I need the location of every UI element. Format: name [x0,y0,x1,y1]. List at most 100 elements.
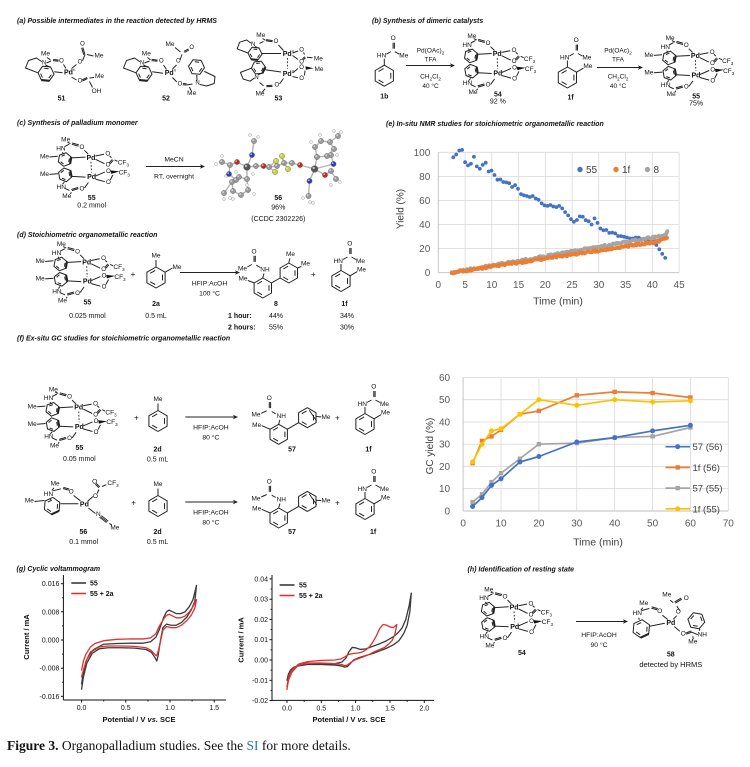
svg-text:O: O [93,493,98,500]
svg-text:Potential / V vs. SCE: Potential / V vs. SCE [103,715,176,724]
svg-text:CF3: CF3 [541,609,553,617]
svg-text:55: 55 [299,583,307,590]
svg-text:0.02: 0.02 [254,617,268,624]
svg-text:56: 56 [274,195,282,202]
svg-text:(e) In-situ NMR studies for st: (e) In-situ NMR studies for stoichiometr… [386,121,604,128]
svg-text:CF3: CF3 [119,169,131,177]
svg-text:O: O [106,162,111,169]
svg-text:O: O [503,635,508,642]
svg-text:20: 20 [533,519,545,530]
svg-text:Current / mA: Current / mA [22,614,31,660]
svg-text:75%: 75% [689,101,703,108]
svg-text:1.5: 1.5 [209,705,219,712]
svg-text:O: O [178,82,183,88]
svg-text:0: 0 [445,507,451,518]
svg-text:Me: Me [380,486,389,493]
svg-text:Me: Me [357,267,366,274]
svg-text:HN: HN [661,44,671,51]
svg-text:Me: Me [381,495,390,502]
svg-text:25: 25 [567,280,579,291]
svg-text:(CCDC 2302226): (CCDC 2302226) [251,216,305,223]
svg-text:O: O [189,45,194,51]
svg-text:HN: HN [560,55,570,62]
svg-text:1f (55): 1f (55) [693,504,720,515]
svg-text:NH: NH [260,267,270,274]
svg-text:MeCN: MeCN [164,157,183,164]
svg-text:O: O [486,82,491,89]
svg-text:HN: HN [463,80,473,87]
svg-text:0.025 mmol: 0.025 mmol [69,313,106,320]
svg-text:0.05 mmol: 0.05 mmol [63,456,96,463]
svg-text:Pd: Pd [87,155,96,162]
svg-text:2.0: 2.0 [419,705,429,712]
svg-text:O: O [529,618,534,625]
svg-text:+: + [311,270,316,279]
svg-text:O: O [78,60,83,66]
svg-text:58: 58 [667,652,675,659]
svg-text:O: O [94,429,99,436]
svg-text:80 °C: 80 °C [202,519,219,527]
svg-text:O: O [67,394,72,401]
svg-text:O: O [79,144,84,151]
svg-text:II: II [174,68,176,73]
svg-text:Pd: Pd [666,620,675,627]
svg-text:O: O [93,412,98,419]
svg-text:Figure 3. Organopalladium stud: Figure 3. Organopalladium studies. See t… [7,738,351,753]
svg-text:O: O [676,609,681,616]
svg-text:60: 60 [685,519,697,530]
svg-text:55%: 55% [269,325,283,332]
svg-text:CF3: CF3 [723,68,735,76]
svg-text:O: O [486,40,491,47]
svg-text:40: 40 [439,418,451,429]
svg-text:Me: Me [667,91,676,98]
svg-text:HN: HN [462,42,472,49]
svg-text:Pd: Pd [493,51,502,58]
svg-text:90 °C: 90 °C [590,641,607,649]
svg-text:Me: Me [142,51,151,58]
svg-text:Pd: Pd [83,279,92,286]
svg-text:O: O [101,266,106,273]
svg-text:O: O [299,65,304,71]
svg-text:Me: Me [238,276,247,283]
svg-text:0.0: 0.0 [77,705,87,712]
svg-text:CH2Cl2: CH2Cl2 [420,74,441,83]
svg-text:HFIP:AcOH: HFIP:AcOH [193,425,229,432]
svg-text:O: O [267,395,272,402]
svg-text:1f: 1f [365,447,372,454]
svg-text:96%: 96% [271,205,285,212]
svg-text:N: N [96,511,101,518]
svg-text:8: 8 [654,165,660,176]
svg-text:100: 100 [414,148,431,159]
svg-text:57: 57 [288,447,296,454]
svg-text:O: O [102,284,107,291]
svg-text:O: O [79,185,84,192]
svg-text:Me: Me [28,421,37,428]
svg-text:Pd: Pd [510,624,519,631]
svg-text:O: O [503,594,508,601]
svg-text:O: O [529,629,534,636]
svg-text:0: 0 [460,519,466,530]
svg-text:Potential / V vs. SCE: Potential / V vs. SCE [313,715,386,724]
svg-text:20: 20 [540,280,552,291]
svg-text:0.000: 0.000 [42,638,60,645]
svg-text:O: O [267,479,272,486]
svg-text:1b: 1b [380,94,388,101]
svg-text:2a: 2a [152,301,160,308]
svg-text:N: N [254,75,258,81]
svg-text:57 (56): 57 (56) [693,442,723,453]
svg-text:55: 55 [88,195,96,202]
svg-text:-0.01: -0.01 [252,678,268,685]
svg-text:O: O [371,384,376,391]
svg-text:60: 60 [419,196,431,207]
svg-text:Pd: Pd [283,51,292,58]
svg-text:Me: Me [40,154,49,161]
svg-text:Me: Me [251,412,260,419]
svg-text:0: 0 [425,268,431,279]
svg-text:O: O [299,47,304,53]
svg-text:Pd: Pd [165,70,174,77]
svg-text:O: O [176,59,181,65]
svg-text:N: N [140,61,144,67]
svg-text:Time (min): Time (min) [533,296,583,308]
svg-text:(d) Stoichiometric organometal: (d) Stoichiometric organometallic reacti… [17,232,157,239]
svg-text:Me: Me [251,495,260,502]
